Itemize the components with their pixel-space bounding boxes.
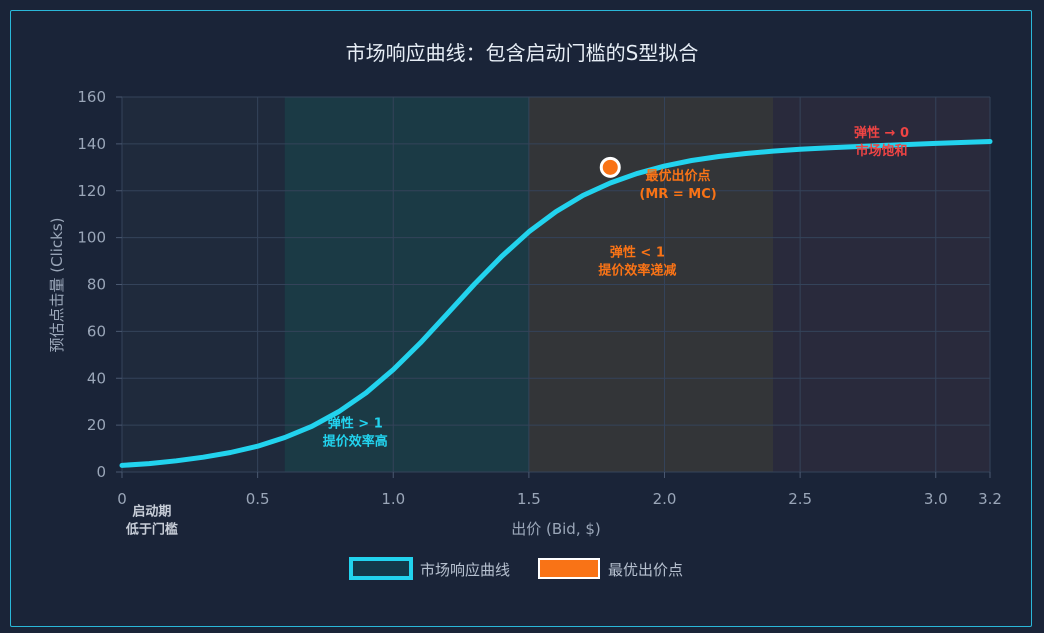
legend-swatch-curve xyxy=(349,557,413,580)
annotation-2: 弹性 < 1 提价效率递减 xyxy=(598,244,676,278)
annotation-3: 最优出价点 (MR = MC) xyxy=(639,168,716,202)
x-tick-label: 3.2 xyxy=(978,490,1002,508)
annotation-line: 启动期 xyxy=(132,503,171,519)
response-curve-line xyxy=(119,139,993,468)
annotation-line: 低于门槛 xyxy=(125,521,178,537)
x-axis-label: 出价 (Bid, $) xyxy=(511,520,601,538)
legend-label-optimal: 最优出价点 xyxy=(608,561,683,579)
y-tick-label: 20 xyxy=(87,416,106,434)
annotation-line: 提价效率高 xyxy=(323,433,388,449)
series xyxy=(119,139,993,468)
annotation-line: 弹性 < 1 xyxy=(610,244,665,260)
x-tick-label: 0.5 xyxy=(246,490,270,508)
annotation-line: (MR = MC) xyxy=(639,187,716,202)
x-tick-label: 2.5 xyxy=(788,490,812,508)
y-tick-label: 80 xyxy=(87,276,106,294)
x-tick-label: 0 xyxy=(117,490,127,508)
annotation-line: 市场饱和 xyxy=(855,143,907,159)
y-tick-label: 0 xyxy=(96,463,106,481)
legend-label-curve: 市场响应曲线 xyxy=(420,561,510,579)
annotation-line: 提价效率递减 xyxy=(598,262,676,278)
y-axis-label: 预估点击量 (Clicks) xyxy=(48,217,66,352)
y-tick-label: 40 xyxy=(87,369,106,387)
x-tick-label: 3.0 xyxy=(924,490,948,508)
annotation-1: 弹性 > 1 提价效率高 xyxy=(323,415,388,449)
annotations: 启动期低于门槛 弹性 > 1 提价效率高 弹性 < 1 提价效率递减 最优出价点 (MR =… xyxy=(125,125,909,538)
y-tick-label: 100 xyxy=(77,229,106,247)
chart-title: 市场响应曲线：包含启动门槛的S型拟合 xyxy=(346,41,699,65)
y-tick-label: 120 xyxy=(77,182,106,200)
annotation-line: 最优出价点 xyxy=(646,168,711,184)
y-tick-label: 160 xyxy=(77,88,106,106)
annotation-line: 弹性 → 0 xyxy=(854,125,909,141)
annotation-0: 启动期低于门槛 xyxy=(125,503,178,537)
x-tick-label: 1.5 xyxy=(517,490,541,508)
legend: 市场响应曲线 最优出价点 xyxy=(349,557,683,580)
legend-swatch-optimal xyxy=(538,558,600,579)
axes: 0 0.5 1.0 1.5 2.0 2.5 3.0 3.2 0 20 40 60 80 100 120 140… xyxy=(77,88,1002,508)
x-tick-label: 2.0 xyxy=(653,490,677,508)
annotation-line: 弹性 > 1 xyxy=(328,415,383,431)
optimal-point-marker xyxy=(599,156,621,178)
y-tick-label: 140 xyxy=(77,135,106,153)
annotation-4: 弹性 → 0 市场饱和 xyxy=(854,125,909,159)
y-tick-label: 60 xyxy=(87,322,106,340)
chart-frame xyxy=(10,10,1032,627)
x-tick-label: 1.0 xyxy=(381,490,405,508)
